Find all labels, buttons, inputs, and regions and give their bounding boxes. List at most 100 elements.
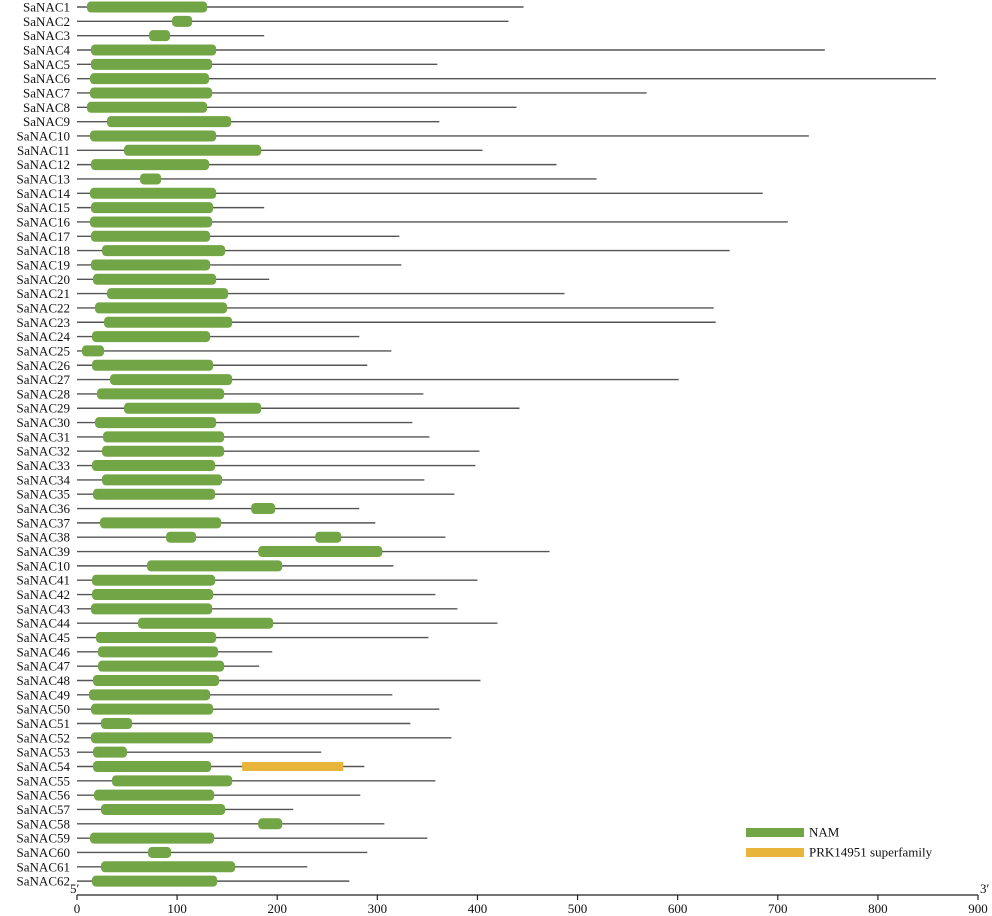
nam-domain (251, 503, 276, 515)
protein-label: SaNAC37 (17, 515, 71, 530)
protein-row: SaNAC34 (17, 472, 425, 487)
protein-row: SaNAC8 (23, 100, 517, 115)
protein-row: SaNAC9 (23, 114, 440, 129)
protein-label: SaNAC46 (17, 644, 71, 659)
protein-row: SaNAC14 (17, 186, 763, 201)
protein-label: SaNAC24 (17, 329, 71, 344)
protein-label: SaNAC56 (17, 788, 71, 803)
protein-label: SaNAC41 (17, 573, 70, 588)
x-tick-label: 800 (868, 901, 888, 916)
nam-domain (166, 531, 197, 543)
legend: NAM PRK14951 superfamily (746, 825, 933, 860)
nam-domain (101, 861, 236, 873)
nam-domain (89, 689, 211, 701)
protein-label: SaNAC13 (17, 171, 70, 186)
nam-domain (107, 116, 232, 128)
x-tick-label: 600 (668, 901, 688, 916)
protein-row: SaNAC59 (17, 831, 428, 846)
protein-row: SaNAC29 (17, 401, 520, 416)
protein-row: SaNAC42 (17, 587, 436, 602)
protein-row: SaNAC7 (23, 85, 647, 100)
three-prime-label: 3′ (980, 881, 990, 896)
protein-label: SaNAC10 (17, 128, 70, 143)
protein-label: SaNAC34 (17, 472, 71, 487)
protein-row: SaNAC16 (17, 214, 788, 229)
protein-row: SaNAC12 (17, 157, 557, 172)
protein-label: SaNAC10 (17, 558, 70, 573)
five-prime-label: 5′ (70, 881, 80, 896)
protein-label: SaNAC49 (17, 687, 70, 702)
nam-domain (91, 703, 214, 715)
protein-row: SaNAC28 (17, 386, 424, 401)
protein-label: SaNAC54 (17, 759, 71, 774)
protein-label: SaNAC29 (17, 401, 70, 416)
nam-domain (91, 732, 214, 744)
protein-row: SaNAC5 (23, 57, 438, 72)
nam-domain (92, 589, 214, 601)
protein-label: SaNAC6 (23, 71, 70, 86)
protein-label: SaNAC26 (17, 358, 71, 373)
x-tick-label: 700 (768, 901, 788, 916)
nam-domain (87, 1, 208, 13)
nam-domain (90, 87, 213, 99)
protein-label: SaNAC59 (17, 831, 70, 846)
nam-domain (149, 30, 171, 42)
protein-row: SaNAC20 (17, 272, 270, 287)
protein-label: SaNAC55 (17, 773, 70, 788)
protein-label: SaNAC36 (17, 501, 71, 516)
protein-row: SaNAC61 (17, 859, 308, 874)
protein-row: SaNAC62 (17, 874, 350, 889)
protein-row: SaNAC10 (17, 558, 394, 573)
nam-domain (98, 660, 225, 672)
protein-label: SaNAC38 (17, 530, 70, 545)
protein-label: SaNAC4 (23, 42, 70, 57)
nam-domain (94, 789, 215, 801)
nam-domain (93, 675, 220, 687)
protein-label: SaNAC31 (17, 429, 70, 444)
protein-row: SaNAC25 (17, 343, 392, 358)
nam-domain (112, 775, 233, 787)
nam-domain (101, 803, 226, 815)
protein-label: SaNAC8 (23, 100, 70, 115)
protein-row: SaNAC6 (23, 71, 936, 86)
protein-row: SaNAC24 (17, 329, 360, 344)
protein-row: SaNAC18 (17, 243, 730, 258)
protein-row: SaNAC35 (17, 487, 455, 502)
nam-domain (147, 560, 283, 572)
protein-label: SaNAC18 (17, 243, 70, 258)
protein-label: SaNAC3 (23, 28, 70, 43)
protein-label: SaNAC11 (17, 143, 70, 158)
protein-row: SaNAC56 (17, 788, 361, 803)
x-tick-label: 900 (968, 901, 988, 916)
protein-label: SaNAC12 (17, 157, 70, 172)
nam-domain (93, 488, 216, 500)
nam-domain (90, 130, 217, 142)
protein-row: SaNAC13 (17, 171, 597, 186)
legend-label-nam: NAM (809, 825, 840, 840)
nam-domain (138, 617, 274, 629)
protein-row: SaNAC19 (17, 257, 402, 272)
nam-domain (82, 345, 105, 357)
nam-domain (96, 632, 217, 644)
protein-row: SaNAC37 (17, 515, 376, 530)
nam-domain (91, 159, 210, 171)
protein-row: SaNAC57 (17, 802, 294, 817)
nam-domain (95, 417, 217, 429)
protein-row: SaNAC44 (17, 616, 498, 631)
nam-domain (107, 288, 229, 300)
protein-label: SaNAC32 (17, 444, 70, 459)
protein-row: SaNAC30 (17, 415, 413, 430)
protein-row: SaNAC36 (17, 501, 360, 516)
nam-domain (102, 245, 226, 257)
nam-domain (95, 302, 228, 314)
protein-label: SaNAC21 (17, 286, 70, 301)
protein-row: SaNAC48 (17, 673, 481, 688)
protein-label: SaNAC15 (17, 200, 70, 215)
protein-label: SaNAC19 (17, 257, 70, 272)
protein-label: SaNAC52 (17, 730, 70, 745)
protein-row: SaNAC2 (23, 14, 509, 29)
protein-label: SaNAC48 (17, 673, 70, 688)
protein-label: SaNAC7 (23, 85, 70, 100)
protein-label: SaNAC5 (23, 57, 70, 72)
nam-domain (91, 58, 213, 70)
